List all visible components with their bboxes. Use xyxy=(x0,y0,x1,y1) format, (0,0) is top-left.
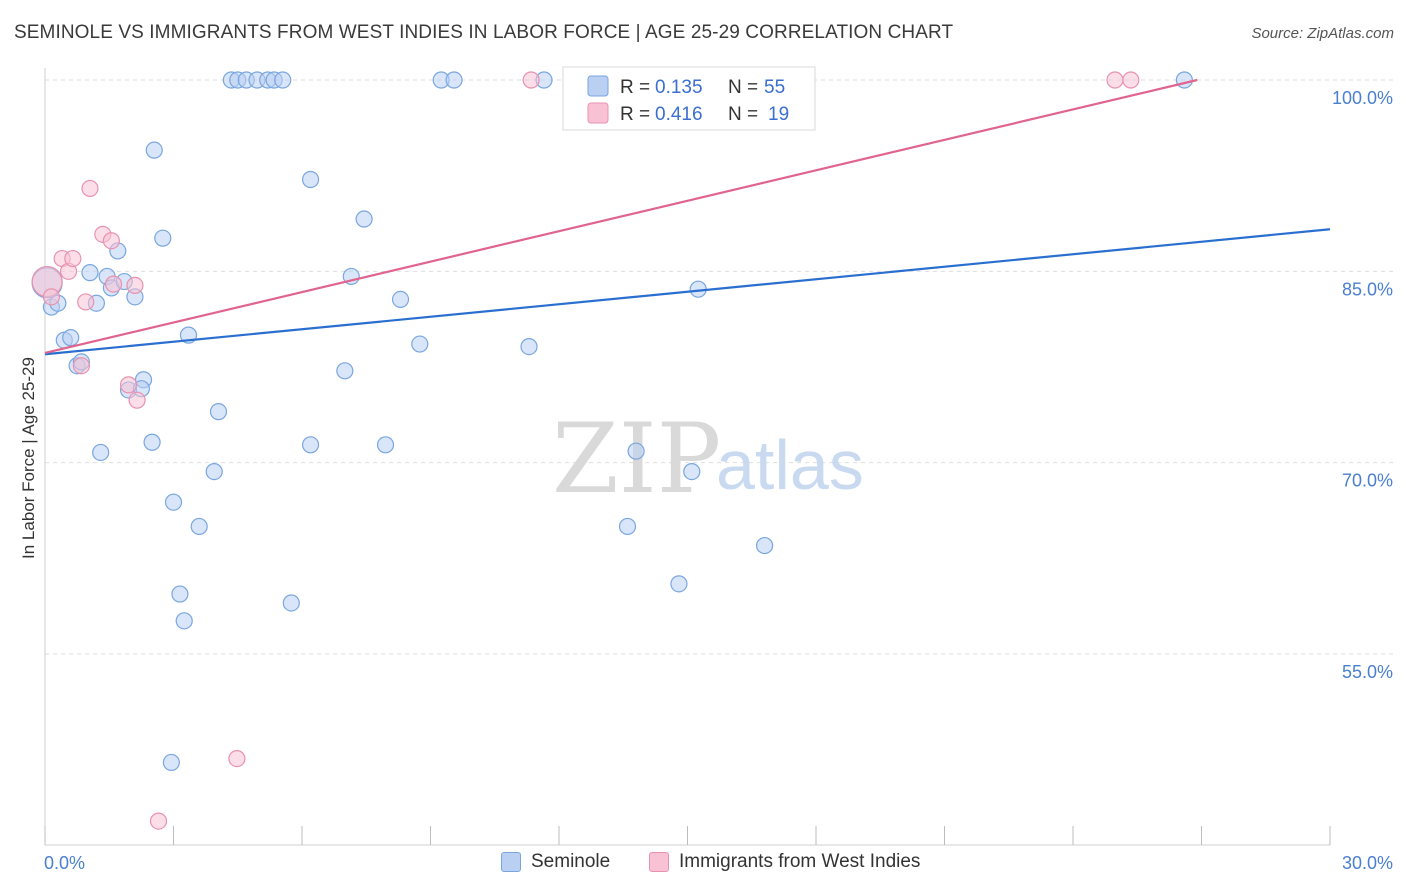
westindies-point-15 xyxy=(228,749,246,768)
westindies-point-17 xyxy=(1106,71,1124,89)
seminole-point-22 xyxy=(164,493,183,511)
westindies-point-10 xyxy=(119,376,138,394)
seminole-point-54 xyxy=(755,536,774,555)
seminole-point-18 xyxy=(143,433,161,451)
y-tick-labels: 55.0% 70.0% 85.0% 100.0% xyxy=(1332,88,1393,682)
seminole-point-35 xyxy=(274,71,292,89)
seminole-point-37 xyxy=(301,170,320,189)
bottom-legend: Seminole Immigrants from West Indies xyxy=(0,851,1406,879)
bottom-legend-swatch-seminole xyxy=(501,852,521,872)
westindies-point-1 xyxy=(42,288,61,306)
x-tick-label-1: 30.0% xyxy=(1342,853,1393,873)
bottom-legend-item-seminole: Seminole xyxy=(501,851,610,873)
seminole-trendline xyxy=(44,228,1331,356)
seminole-point-47 xyxy=(520,337,538,356)
seminole-point-27 xyxy=(205,462,223,481)
seminole-point-24 xyxy=(175,612,193,630)
westindies-point-4 xyxy=(64,249,82,268)
y-tick-label-0: 55.0% xyxy=(1342,662,1393,682)
westindies-point-18 xyxy=(1122,71,1140,89)
westindies-point-7 xyxy=(81,179,99,198)
bottom-legend-item-westindies: Immigrants from West Indies xyxy=(649,851,920,873)
legend-n-label-westindies: N = xyxy=(728,104,758,125)
westindies-point-13 xyxy=(104,275,123,293)
trendlines xyxy=(44,78,1331,356)
westindies-point-16 xyxy=(522,71,540,89)
y-tick-label-3: 100.0% xyxy=(1332,88,1393,108)
westindies-point-5 xyxy=(72,357,91,375)
seminole-point-23 xyxy=(171,585,189,603)
seminole-point-51 xyxy=(670,575,688,593)
seminole-point-39 xyxy=(336,362,354,380)
legend-swatch-seminole xyxy=(587,75,609,97)
legend-r-label-westindies: R = xyxy=(620,104,650,125)
legend-r-value-seminole: 0.135 xyxy=(655,77,703,98)
axes xyxy=(44,68,1331,846)
legend-n-value-westindies: 19 xyxy=(768,104,789,125)
gridlines xyxy=(45,79,1395,655)
legend-r-label-seminole: R = xyxy=(620,77,650,98)
seminole-point-44 xyxy=(411,335,429,353)
seminole-point-19 xyxy=(145,141,163,159)
westindies-trendline xyxy=(44,78,1198,355)
westindies-point-14 xyxy=(149,812,168,830)
westindies-points xyxy=(31,71,1140,830)
bottom-legend-label-westindies: Immigrants from West Indies xyxy=(679,851,921,872)
bottom-legend-swatch-westindies xyxy=(649,852,669,872)
x-tick-label-0: 0.0% xyxy=(44,853,85,873)
seminole-point-9 xyxy=(92,443,110,462)
seminole-point-21 xyxy=(162,753,180,772)
seminole-point-52 xyxy=(683,462,701,481)
seminole-point-55 xyxy=(1175,71,1193,89)
legend-r-value-westindies: 0.416 xyxy=(655,104,703,125)
westindies-point-12 xyxy=(126,276,144,294)
y-tick-label-1: 70.0% xyxy=(1342,471,1393,491)
legend-swatch-westindies xyxy=(587,102,609,124)
seminole-point-42 xyxy=(376,436,395,454)
seminole-point-28 xyxy=(209,403,228,421)
seminole-point-7 xyxy=(81,264,99,282)
chart-title: SEMINOLE VS IMMIGRANTS FROM WEST INDIES … xyxy=(14,22,954,43)
stats-legend: R = 0.135 N = 55 R = 0.416 N = 19 xyxy=(562,66,816,131)
seminole-point-20 xyxy=(154,229,172,247)
seminole-point-46 xyxy=(445,71,463,89)
legend-n-value-seminole: 55 xyxy=(764,77,785,98)
seminole-point-41 xyxy=(355,210,373,228)
bottom-legend-label-seminole: Seminole xyxy=(531,851,611,872)
source-label: Source: ZipAtlas.com xyxy=(1251,25,1394,42)
seminole-point-4 xyxy=(62,329,80,347)
watermark: ZIP atlas xyxy=(552,403,864,515)
legend-n-label-seminole: N = xyxy=(728,77,758,98)
y-tick-label-2: 85.0% xyxy=(1342,279,1393,299)
westindies-point-6 xyxy=(77,293,95,311)
westindies-point-9 xyxy=(102,232,120,250)
seminole-point-38 xyxy=(301,436,320,454)
seminole-point-43 xyxy=(391,290,410,308)
seminole-point-26 xyxy=(190,517,208,536)
seminole-point-49 xyxy=(618,517,637,536)
seminole-point-50 xyxy=(627,442,645,460)
seminole-point-36 xyxy=(282,594,300,612)
watermark-atlas: atlas xyxy=(716,426,864,504)
y-axis-title: In Labor Force | Age 25-29 xyxy=(19,357,38,559)
x-tick-labels: 0.0% 30.0% xyxy=(44,853,1393,873)
westindies-point-11 xyxy=(128,391,146,409)
